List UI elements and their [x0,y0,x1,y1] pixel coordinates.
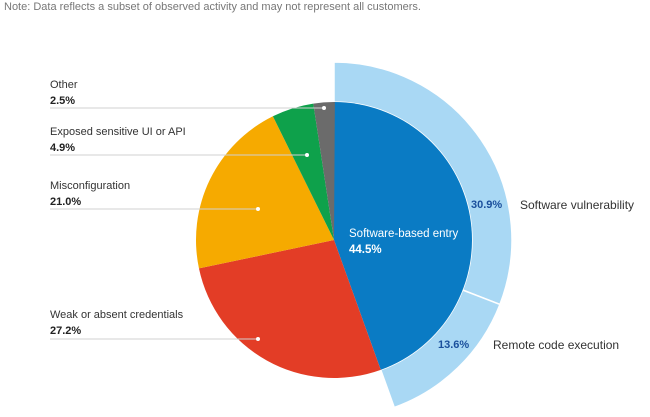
leader-dot-1 [305,153,309,157]
value-software-vulnerability: 30.9% [471,199,503,211]
leader-dot-0 [322,106,326,110]
label-software-entry: Software-based entry 44.5% [349,228,459,256]
label-other: Other 2.5% [50,79,78,107]
label-remote-code-execution: Remote code execution [493,338,620,352]
leader-dot-2 [256,207,260,211]
pie-slice-3 [272,103,334,240]
label-weak-credentials: Weak or absent credentials 27.2% [50,309,184,337]
pie-slice-1 [198,240,381,378]
note: Note: Data reflects a subset of observed… [4,1,421,13]
value-remote-code-execution: 13.6% [438,339,470,351]
pie-slice-2 [196,116,334,269]
pie-slice-0 [334,102,472,370]
label-exposed: Exposed sensitive UI or API 4.9% [50,126,186,154]
label-software-vulnerability: Software vulnerability [520,198,635,212]
label-misconfiguration: Misconfiguration 21.0% [50,180,131,208]
pie-slice-4 [313,102,335,241]
leader-dot-3 [256,337,260,341]
